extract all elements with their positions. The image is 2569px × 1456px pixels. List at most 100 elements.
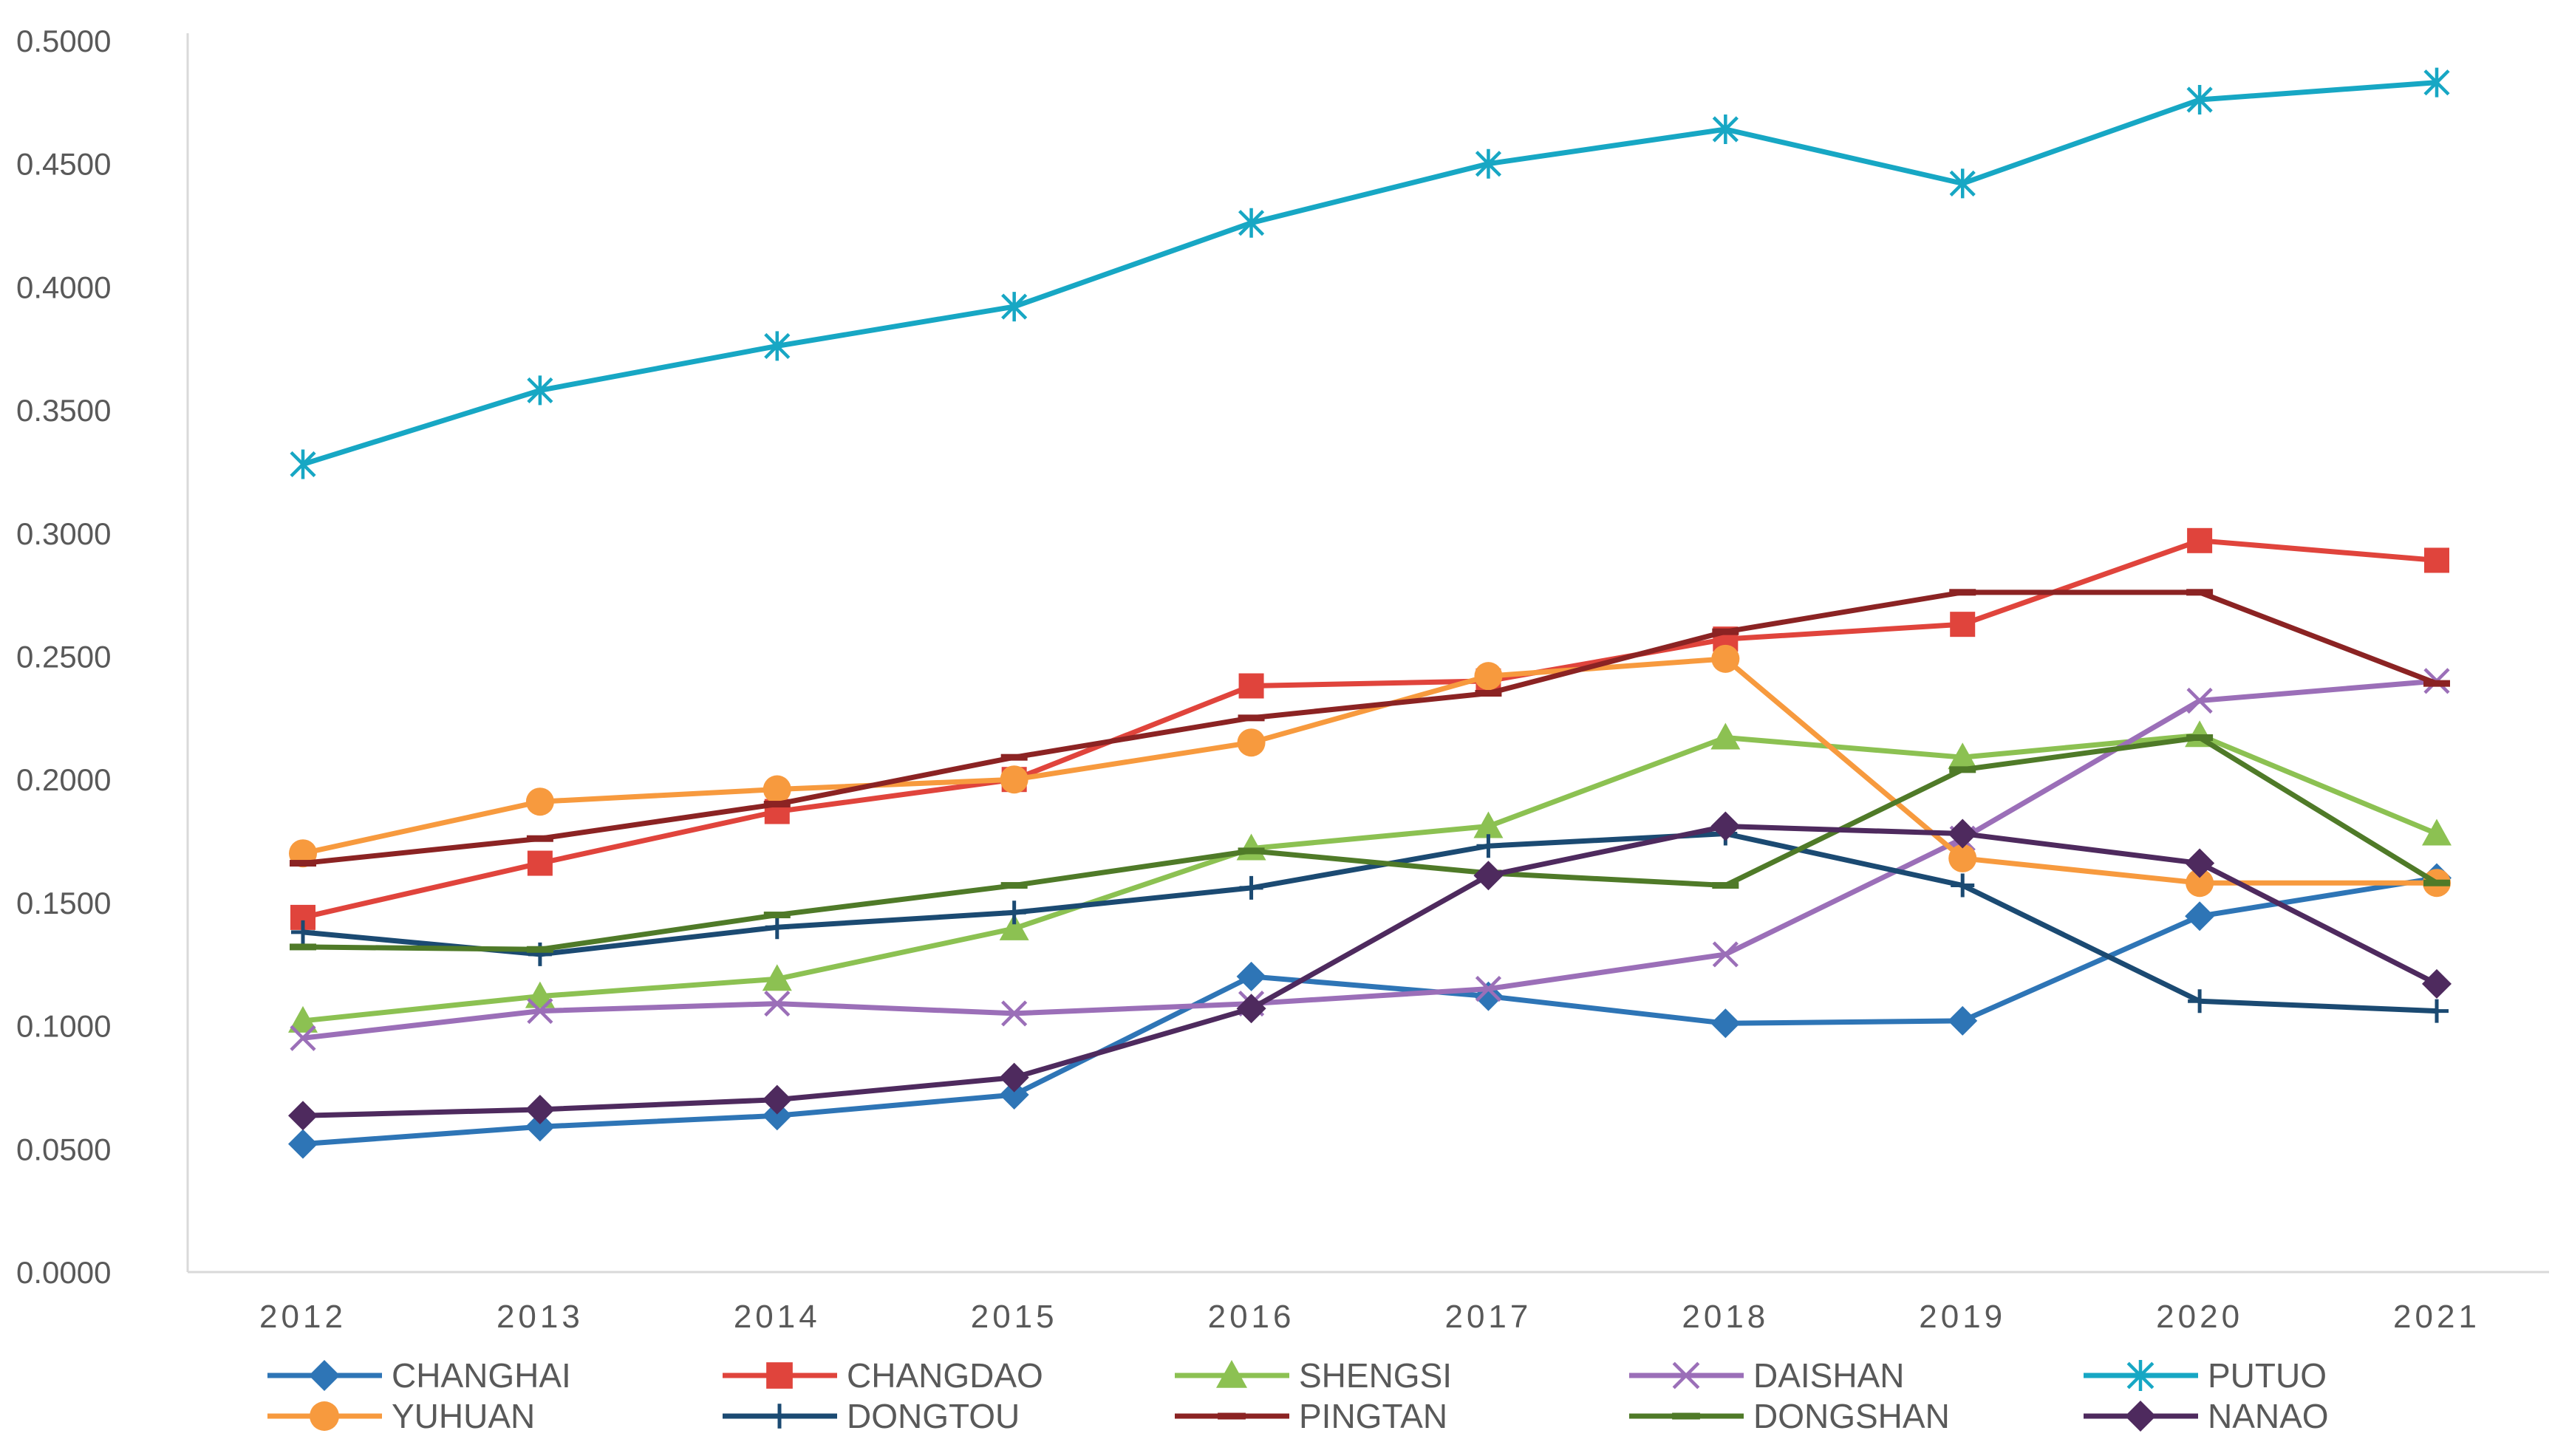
data-point: [1474, 662, 1503, 691]
data-point: [2422, 968, 2452, 999]
series-line: [300, 538, 2440, 920]
legend-marker: [766, 1362, 793, 1389]
y-tick-label: 0.2000: [16, 762, 111, 797]
data-point: [1001, 1000, 1028, 1027]
series-line: [300, 80, 2440, 467]
data-point: [1949, 589, 1976, 596]
data-point: [1712, 941, 1739, 968]
data-point: [2186, 589, 2214, 596]
data-point: [1238, 673, 1264, 699]
legend-marker: [2126, 1360, 2155, 1391]
data-point: [1238, 208, 1265, 238]
data-point: [290, 943, 316, 951]
data-point: [1239, 875, 1263, 900]
series-line: [300, 824, 2440, 1118]
data-point: [290, 860, 316, 867]
data-point: [526, 946, 553, 953]
legend-label: DONGSHAN: [1753, 1397, 1950, 1435]
legend-label: YUHUAN: [392, 1397, 535, 1435]
data-point: [1949, 766, 1976, 773]
legend-label: SHENGSI: [1299, 1356, 1452, 1395]
legend-marker: [1216, 1360, 1247, 1388]
legend-marker: [1672, 1412, 1700, 1420]
x-tick-label: 2019: [1919, 1299, 2006, 1335]
legend-label: DAISHAN: [1753, 1356, 1904, 1395]
data-point: [290, 449, 316, 479]
data-point: [2187, 527, 2213, 553]
data-point: [764, 331, 791, 361]
legend-marker: [1672, 1361, 1700, 1390]
legend-item-dongshan: DONGSHAN: [1629, 1397, 1950, 1435]
data-point: [291, 920, 315, 944]
legend-marker: [309, 1360, 340, 1391]
series-line: [300, 732, 2440, 1024]
series-line: [300, 735, 2440, 952]
x-axis-ticks: 2012 2013 2014 2015 2016 2017 2018 2019 2020 2021: [259, 1299, 2480, 1335]
data-point: [762, 964, 792, 991]
x-tick-label: 2013: [497, 1299, 584, 1335]
x-tick-label: 2021: [2393, 1299, 2480, 1335]
data-point: [1475, 690, 1502, 697]
series-line: [300, 678, 2440, 1041]
series-group: [288, 67, 2452, 1159]
data-point: [290, 1025, 316, 1051]
series-nanao: [288, 811, 2452, 1131]
data-point: [764, 990, 791, 1017]
y-tick-label: 0.1500: [16, 886, 111, 920]
legend-item-dongtou: DONGTOU: [723, 1397, 1020, 1435]
x-tick-label: 2020: [2156, 1299, 2243, 1335]
legend-marker: [310, 1401, 339, 1431]
data-point: [1950, 612, 1976, 638]
legend-item-changdao: CHANGDAO: [723, 1356, 1043, 1395]
legend-marker: [767, 1404, 792, 1429]
series-line: [300, 589, 2440, 867]
series-line: [300, 875, 2440, 1147]
y-tick-label: 0.1000: [16, 1009, 111, 1044]
data-point: [2188, 989, 2212, 1014]
legend-item-shengsi: SHENGSI: [1175, 1356, 1452, 1395]
legend-label: PUTUO: [2208, 1356, 2327, 1395]
data-point: [763, 912, 791, 919]
data-point: [1475, 975, 1502, 1002]
y-tick-label: 0.4000: [16, 270, 111, 304]
data-point: [999, 913, 1029, 940]
data-point: [1949, 168, 1976, 199]
legend-item-putuo: PUTUO: [2084, 1356, 2327, 1395]
legend-item-nanao: NANAO: [2084, 1397, 2329, 1435]
data-point: [1236, 961, 1266, 991]
data-point: [1476, 834, 1501, 858]
legend-item-yuhuan: YUHUAN: [267, 1397, 535, 1435]
x-tick-label: 2017: [1444, 1299, 1532, 1335]
y-axis-ticks: 0.0000 0.0500 0.1000 0.1500 0.2000 0.2500 0.30…: [16, 24, 111, 1290]
legend-item-daishan: DAISHAN: [1629, 1356, 1904, 1395]
data-point: [1710, 811, 1741, 841]
data-point: [1238, 847, 1265, 855]
data-point: [1948, 742, 1978, 770]
legend-marker: [1218, 1412, 1246, 1420]
x-tick-label: 2018: [1682, 1299, 1769, 1335]
x-tick-label: 2014: [734, 1299, 821, 1335]
data-point: [1948, 818, 1978, 849]
data-point: [2424, 547, 2449, 573]
data-point: [288, 1101, 318, 1131]
data-point: [1712, 115, 1739, 145]
y-tick-label: 0.4500: [16, 147, 111, 182]
series-line: [300, 656, 2440, 886]
legend: CHANGHAI CHANGDAO SHENGSI DAISHAN PUTUO YUHUA…: [267, 1356, 2329, 1435]
data-point: [526, 835, 553, 842]
data-point: [1000, 753, 1028, 761]
data-point: [1710, 1008, 1741, 1039]
data-point: [1236, 994, 1266, 1024]
legend-item-pingtan: PINGTAN: [1175, 1397, 1447, 1435]
data-point: [2423, 67, 2450, 98]
y-tick-label: 0.3000: [16, 516, 111, 551]
data-point: [288, 1005, 318, 1033]
data-point: [1000, 765, 1028, 794]
data-point: [762, 1084, 792, 1115]
legend-label: PINGTAN: [1299, 1397, 1447, 1435]
series-yuhuan: [289, 644, 2451, 898]
data-point: [1948, 844, 1977, 872]
x-tick-label: 2016: [1208, 1299, 1295, 1335]
data-point: [1473, 861, 1504, 891]
data-point: [1473, 811, 1504, 838]
